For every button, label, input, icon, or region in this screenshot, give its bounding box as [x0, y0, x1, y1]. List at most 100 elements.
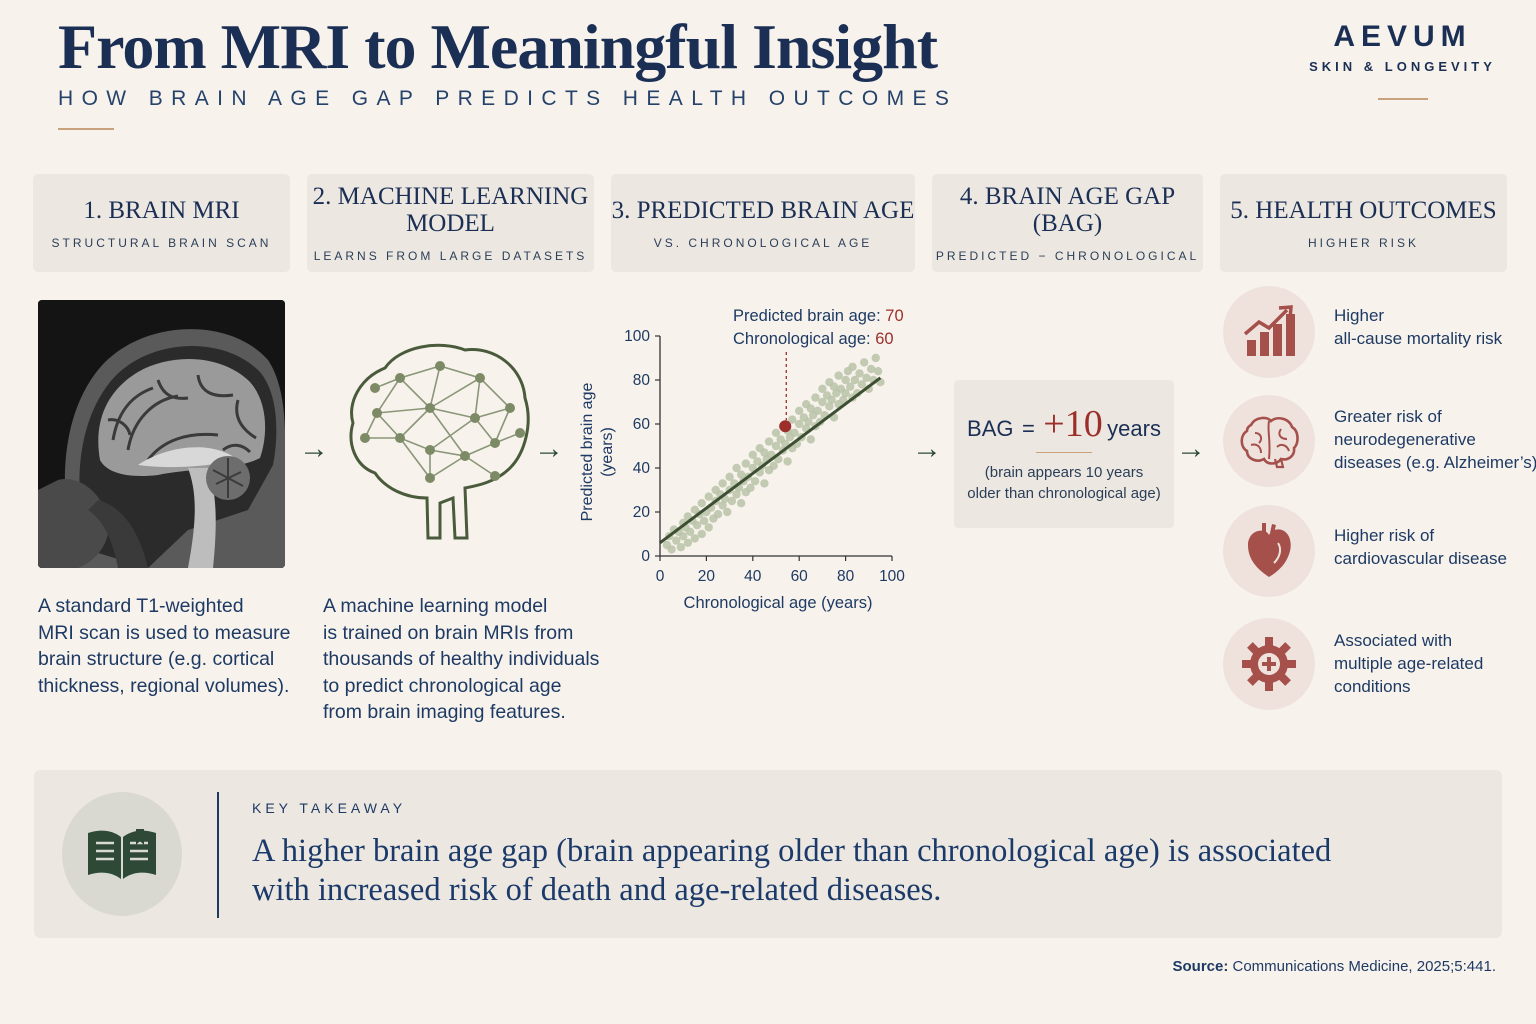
bag-divider	[1036, 452, 1092, 453]
scatter-point	[764, 437, 774, 446]
scatter-point	[804, 417, 813, 426]
outcome-age-related-conditions: Associated with multiple age-related con…	[1334, 631, 1484, 696]
scatter-point	[839, 395, 848, 404]
scatter-point	[795, 406, 804, 415]
brand-divider	[1378, 98, 1428, 100]
scatter-point	[750, 477, 760, 486]
scatter-point	[732, 490, 741, 499]
x-tick-label: 60	[791, 568, 809, 585]
scatter-point	[825, 402, 834, 411]
scatter-point	[788, 415, 797, 424]
step-2-header: 2. MACHINE LEARNING MODEL LEARNS FROM LAR…	[307, 174, 594, 272]
scatter-point	[732, 463, 741, 473]
y-tick-label: 60	[633, 416, 651, 433]
scatter-point	[859, 358, 869, 367]
scatter-point	[811, 393, 820, 402]
mri-description: A standard T1-weighted MRI scan is used …	[38, 595, 291, 697]
outcome-mortality: Higher all-cause mortality risk	[1334, 306, 1503, 348]
bag-equals: =	[1021, 416, 1035, 441]
y-axis-label: Predicted brain age (years)	[579, 383, 616, 522]
scatter-point	[760, 448, 769, 457]
flow-arrow-icon: →	[1176, 432, 1206, 465]
highlight-point	[779, 420, 792, 433]
outcome-cardiovascular: Higher risk of cardiovascular disease	[1334, 526, 1507, 568]
scatter-point	[727, 496, 737, 506]
scatter-point	[866, 364, 876, 374]
scatter-point	[704, 492, 713, 501]
outcome-neurodegenerative: Greater risk of neurodegenerative diseas…	[1334, 407, 1536, 472]
heart-icon	[1223, 505, 1315, 597]
scatter-point	[741, 459, 751, 468]
model-description: A machine learning model is trained on b…	[323, 595, 600, 723]
scatter-point	[676, 543, 686, 552]
takeaway-text: A higher brain age gap (brain appearing …	[252, 833, 1332, 908]
takeaway-label: KEY TAKEAWAY	[252, 800, 407, 816]
brand-tagline: SKIN & LONGEVITY	[1309, 59, 1496, 74]
scatter-point	[692, 521, 702, 530]
bag-label: BAG	[967, 416, 1014, 441]
y-tick-label: 20	[633, 504, 651, 521]
svg-text:(years): (years)	[599, 427, 616, 477]
scatter-point	[683, 538, 693, 547]
scatter-point	[855, 369, 864, 378]
scatter-point	[771, 441, 781, 451]
scatter-point	[813, 406, 822, 415]
x-axis-label: Chronological age (years)	[684, 594, 873, 612]
step-title: 3. PREDICTED BRAIN AGE	[611, 196, 915, 224]
step-subtitle: PREDICTED − CHRONOLOGICAL	[935, 249, 1200, 263]
scatter-point	[873, 367, 883, 376]
scatter-point	[827, 395, 836, 404]
brain-mri-image	[38, 300, 285, 568]
scatter-point	[771, 428, 781, 437]
step-5-header: 5. HEALTH OUTCOMES HIGHER RISK	[1220, 174, 1507, 272]
scatter-point	[795, 419, 804, 429]
scatter-point	[862, 373, 871, 382]
scatter-point	[841, 375, 850, 385]
x-tick-label: 100	[879, 568, 905, 585]
scatter-point	[834, 371, 843, 380]
bag-note: (brain appears 10 years older than chron…	[967, 464, 1161, 502]
step-title: 2. MACHINE LEARNING MODEL	[312, 183, 589, 237]
key-takeaway-panel: KEY TAKEAWAY A higher brain age gap (bra…	[34, 770, 1502, 938]
step-4-header: 4. BRAIN AGE GAP (BAG) PREDICTED − CHRONO…	[932, 174, 1203, 272]
scatter-point	[850, 375, 860, 385]
scatter-point	[718, 501, 727, 510]
y-tick-label: 100	[624, 328, 650, 345]
step-subtitle: LEARNS FROM LARGE DATASETS	[313, 249, 588, 263]
flow-arrow-icon: →	[912, 432, 942, 465]
scatter-point	[806, 404, 815, 413]
brain-age-gap-card: BAG = +10 years (brain appears 10 years …	[954, 380, 1174, 528]
x-tick-label: 0	[656, 568, 665, 585]
step-title: 4. BRAIN AGE GAP (BAG)	[959, 183, 1176, 237]
bar-chart-rising-icon	[1223, 286, 1315, 378]
step-1-header: 1. BRAIN MRI STRUCTURAL BRAIN SCAN	[33, 174, 290, 272]
scatter-point	[818, 384, 827, 393]
scatter-point	[713, 510, 723, 519]
scatter-point	[679, 532, 688, 541]
scatter-point	[848, 362, 857, 371]
open-book-icon	[62, 792, 182, 916]
step-subtitle: HIGHER RISK	[1307, 235, 1419, 250]
scatter-point	[699, 516, 709, 525]
scatter-point	[846, 382, 855, 391]
flow-arrow-icon: →	[299, 432, 329, 465]
chronological-age-annotation: Chronological age: 60	[733, 330, 894, 348]
page-title: From MRI to Meaningful Insight	[58, 11, 938, 82]
scatter-point	[685, 527, 695, 536]
step-subtitle: STRUCTURAL BRAIN SCAN	[51, 235, 272, 250]
scatter-point	[737, 499, 746, 508]
takeaway-divider	[217, 792, 219, 918]
title-divider	[58, 128, 114, 130]
bag-value: +10	[1043, 403, 1103, 445]
x-tick-label: 40	[744, 568, 762, 585]
brain-age-scatter-chart: 0 20 40 60 80 100 0 20 40 60 80 100 Predicted brain…	[570, 300, 910, 620]
x-tick-label: 20	[698, 568, 716, 585]
step-title: 5. HEALTH OUTCOMES	[1230, 196, 1497, 224]
scatter-point	[667, 545, 676, 554]
scatter-point	[829, 382, 839, 391]
y-tick-label: 80	[633, 372, 651, 389]
brand-logo: AEVUM	[1333, 20, 1472, 53]
chart-canvas: 0 20 40 60 80 100 0 20 40 60 80 100 Predicted brain…	[579, 307, 905, 612]
gear-plus-icon	[1223, 618, 1315, 710]
scatter-point	[737, 470, 746, 479]
